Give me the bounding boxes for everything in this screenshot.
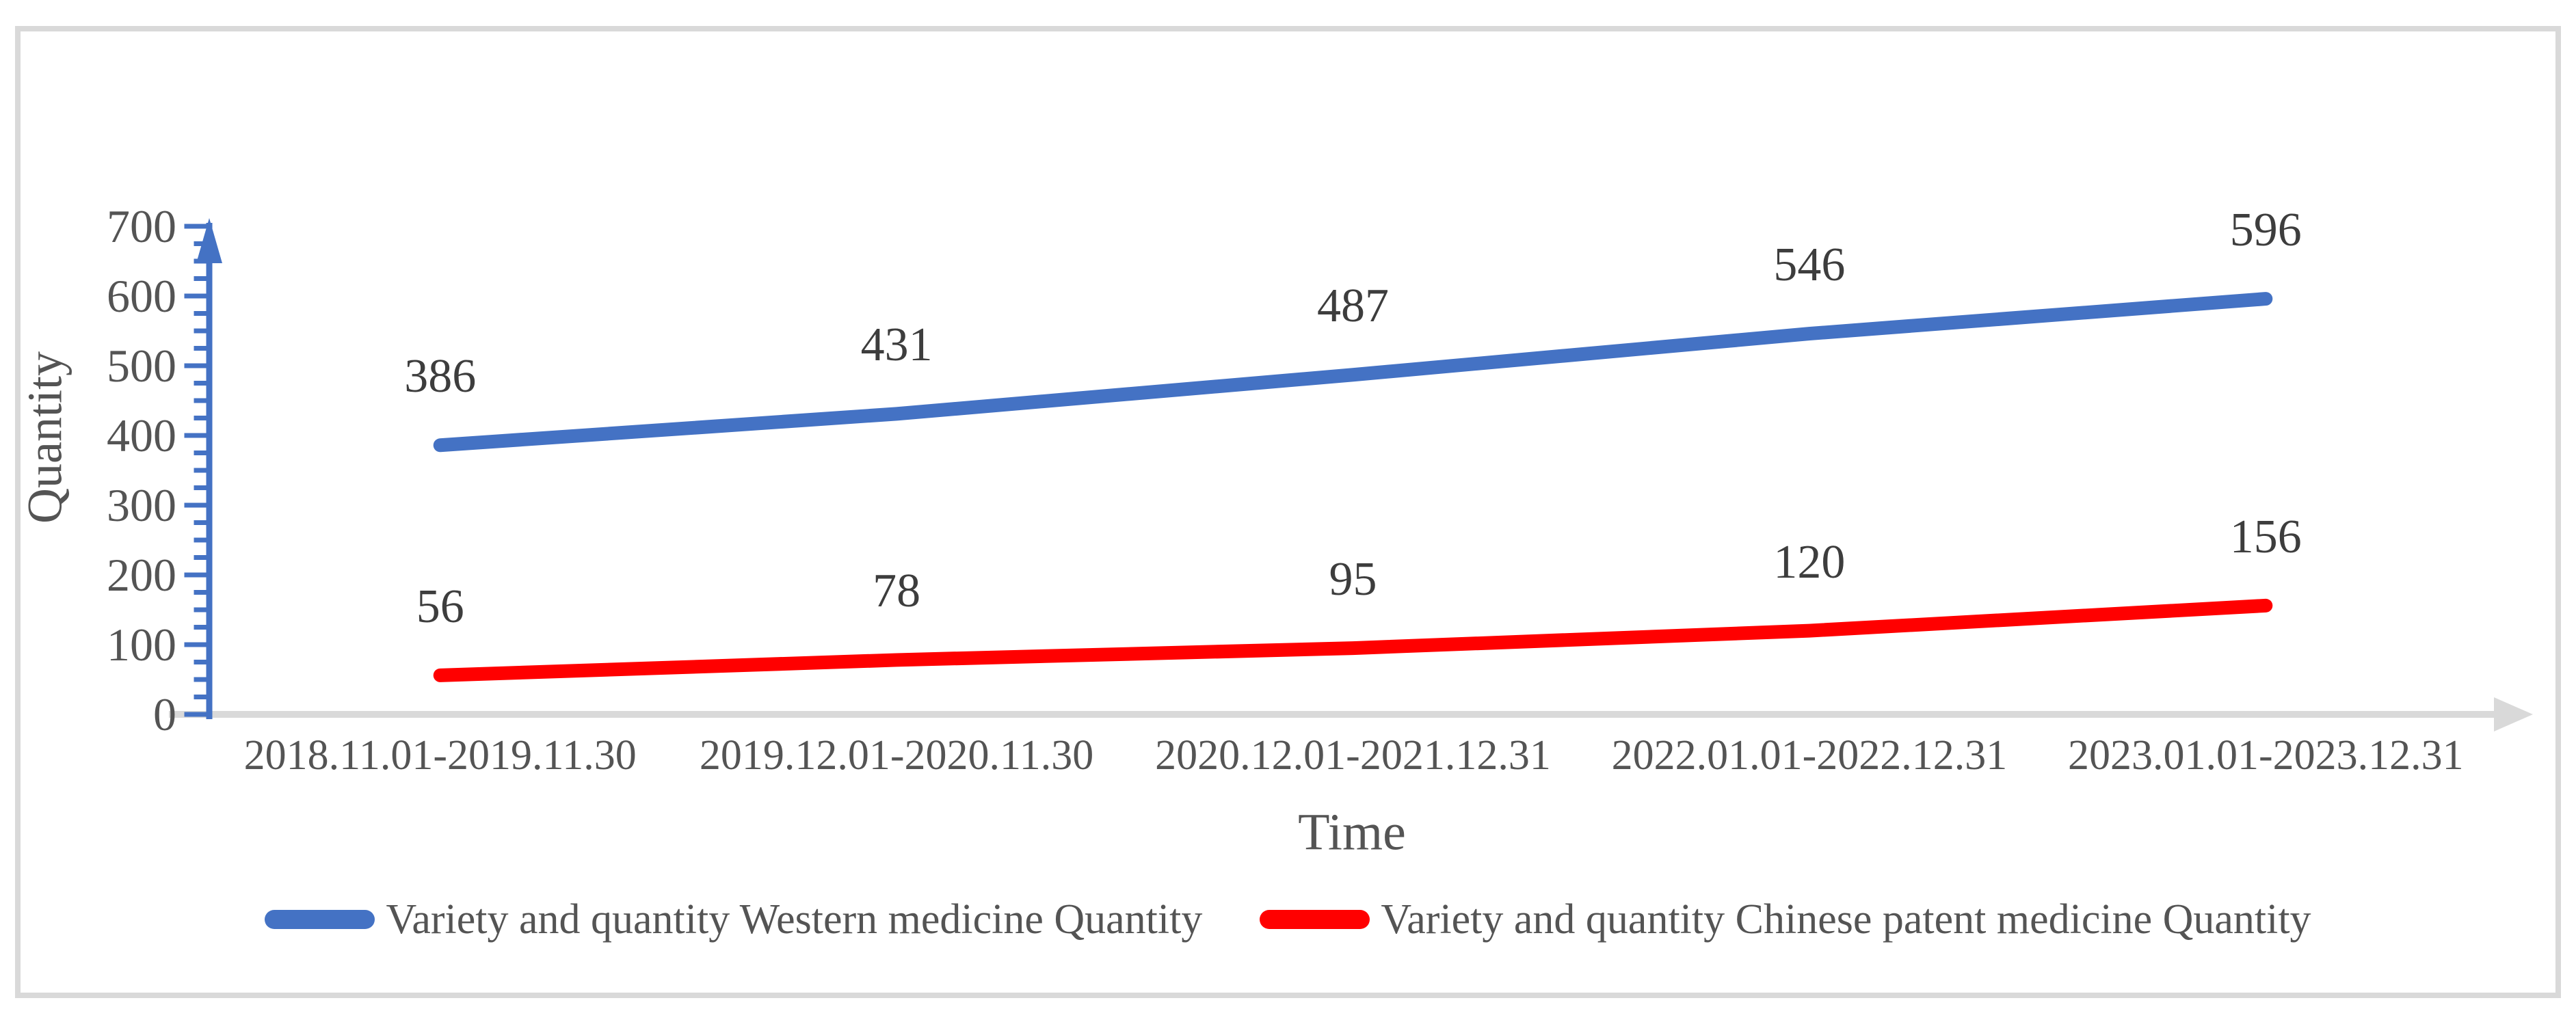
data-label-series-0: 431 bbox=[860, 319, 933, 372]
y-axis-tick bbox=[194, 625, 209, 630]
y-tick-label: 100 bbox=[107, 619, 176, 671]
y-axis-tick bbox=[184, 502, 209, 508]
data-label-series-0: 487 bbox=[1317, 280, 1389, 333]
y-axis-tick bbox=[184, 363, 209, 368]
data-label-series-1: 156 bbox=[2229, 510, 2302, 563]
data-label-series-0: 546 bbox=[1773, 239, 1846, 292]
y-tick-label: 200 bbox=[107, 549, 176, 601]
y-axis-tick bbox=[194, 381, 209, 386]
y-tick-label: 400 bbox=[107, 409, 176, 461]
legend-label-chinese-patent-medicine: Variety and quantity Chinese patent medi… bbox=[1381, 896, 2311, 943]
y-axis-tick bbox=[194, 590, 209, 595]
data-label-series-0: 386 bbox=[404, 350, 477, 403]
y-axis-tick bbox=[194, 660, 209, 664]
x-axis-title: Time bbox=[1298, 803, 1406, 861]
x-tick-label: 2022.01.01-2022.12.31 bbox=[1611, 732, 2008, 779]
y-axis-tick bbox=[194, 328, 209, 334]
y-axis-tick bbox=[184, 224, 209, 229]
y-axis-tick bbox=[194, 468, 209, 473]
x-axis-line bbox=[169, 711, 2494, 718]
y-axis-tick bbox=[194, 520, 209, 525]
y-axis-line bbox=[206, 223, 213, 719]
y-tick-label: 600 bbox=[107, 270, 176, 322]
legend-swatch-western-medicine bbox=[265, 910, 375, 929]
y-tick-label: 700 bbox=[107, 200, 176, 252]
y-axis-tick bbox=[194, 276, 209, 281]
y-axis-tick bbox=[194, 398, 209, 403]
y-axis-tick bbox=[184, 293, 209, 299]
y-axis-tick bbox=[194, 555, 209, 560]
y-axis-tick bbox=[184, 712, 209, 717]
series-line-1 bbox=[433, 598, 2273, 682]
y-tick-label: 300 bbox=[107, 479, 176, 531]
y-tick-label: 500 bbox=[107, 340, 176, 392]
y-axis-arrowhead bbox=[196, 218, 222, 263]
y-axis-tick bbox=[194, 311, 209, 316]
data-label-series-1: 120 bbox=[1773, 535, 1846, 589]
series-line-0 bbox=[433, 292, 2273, 453]
y-axis-tick bbox=[184, 642, 209, 647]
y-axis-title: Quantity bbox=[17, 351, 72, 524]
data-label-series-1: 95 bbox=[1329, 553, 1377, 606]
x-tick-label: 2020.12.01-2021.12.31 bbox=[1155, 732, 1551, 779]
x-axis-arrowhead bbox=[2494, 697, 2533, 731]
y-axis-tick bbox=[184, 572, 209, 578]
data-label-series-1: 56 bbox=[416, 580, 464, 633]
x-tick-label: 2023.01.01-2023.12.31 bbox=[2067, 732, 2464, 779]
y-axis-tick bbox=[194, 677, 209, 682]
data-label-series-0: 596 bbox=[2229, 204, 2302, 257]
x-tick-label: 2018.11.01-2019.11.30 bbox=[243, 732, 637, 779]
legend-item-western-medicine: Variety and quantity Western medicine Qu… bbox=[265, 896, 1202, 943]
y-axis-tick bbox=[194, 346, 209, 351]
y-axis-tick bbox=[194, 695, 209, 699]
legend-swatch-chinese-patent-medicine bbox=[1260, 910, 1370, 929]
y-axis-tick bbox=[194, 451, 209, 455]
legend-item-chinese-patent-medicine: Variety and quantity Chinese patent medi… bbox=[1260, 896, 2311, 943]
y-axis-tick bbox=[194, 537, 209, 543]
y-axis-tick bbox=[194, 607, 209, 613]
y-axis-tick bbox=[184, 433, 209, 438]
x-tick-label: 2019.12.01-2020.11.30 bbox=[699, 732, 1094, 779]
y-axis-tick bbox=[194, 416, 209, 420]
legend-label-western-medicine: Variety and quantity Western medicine Qu… bbox=[386, 896, 1203, 943]
y-tick-label: 0 bbox=[153, 688, 176, 740]
data-label-series-1: 78 bbox=[873, 565, 921, 618]
y-axis-tick bbox=[194, 241, 209, 246]
y-axis-tick bbox=[194, 485, 209, 490]
legend: Variety and quantity Western medicine Qu… bbox=[0, 885, 2576, 954]
